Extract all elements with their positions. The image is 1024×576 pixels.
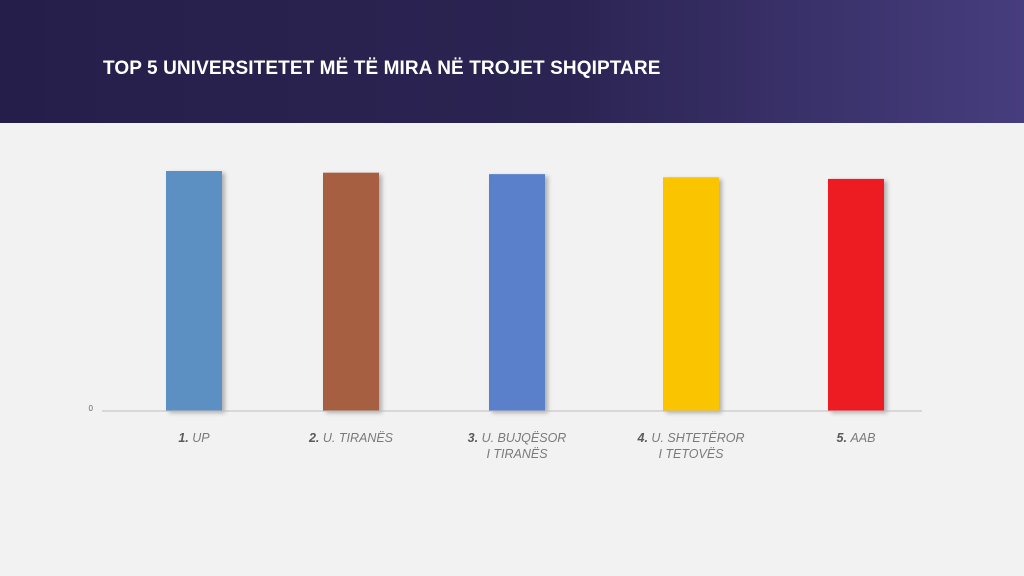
category-label-2: 2. U. TIRANËS (308, 431, 394, 445)
category-label-5: 5. AAB (836, 431, 876, 445)
page-title: TOP 5 UNIVERSITETET MË TË MIRA NË TROJET… (103, 58, 661, 79)
bar-chart: 0 (89, 171, 922, 413)
bar-5 (828, 178, 884, 411)
bar-1 (166, 171, 222, 411)
bar-2 (323, 172, 379, 411)
y-tick-label: 0 (89, 404, 94, 413)
chart-area: 0 1. UP 2. U. TIRANËS 3. U. BUJQËSOR I TIRA… (0, 123, 1024, 576)
category-label-1: 1. UP (178, 431, 210, 445)
header-banner: TOP 5 UNIVERSITETET MË TË MIRA NË TROJET… (0, 0, 1024, 123)
category-label-3: 3. U. BUJQËSOR I TIRANËS (467, 431, 567, 461)
bar-3 (489, 174, 545, 411)
category-label-4: 4. U. SHTETËROR I TETOVËS (637, 431, 745, 461)
bar-4 (663, 177, 719, 411)
